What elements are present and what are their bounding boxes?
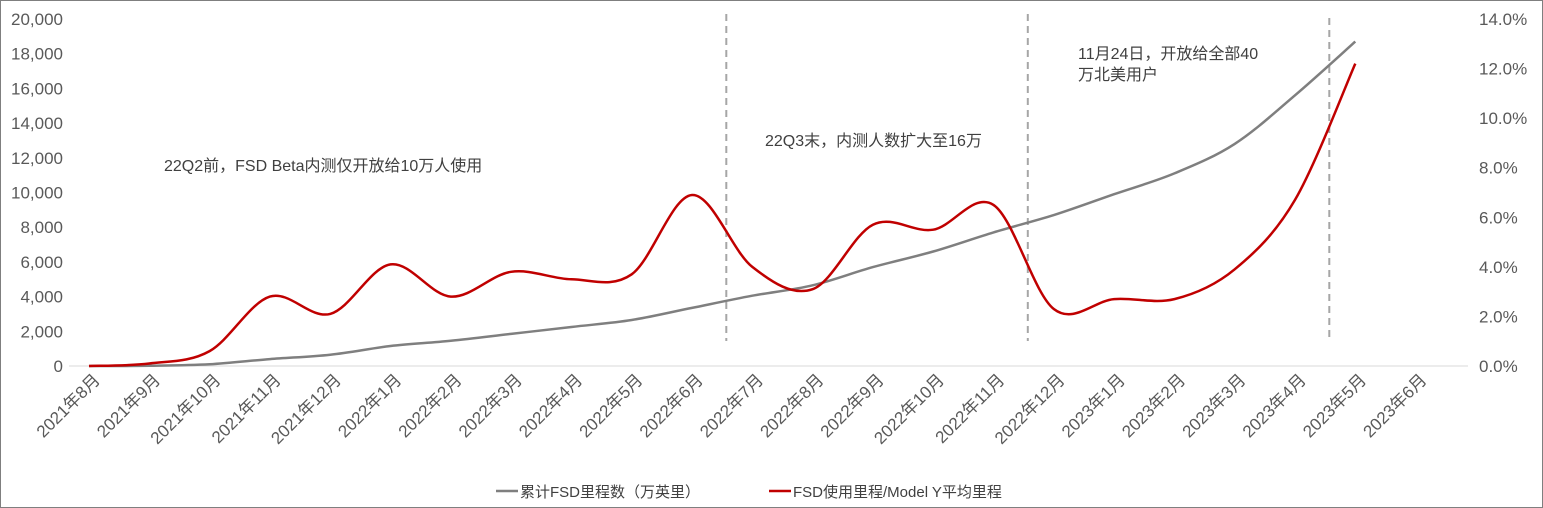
left-y-tick-label: 10,000	[11, 184, 63, 203]
annotation-line: 22Q2前，FSD Beta内测仅开放给10万人使用	[164, 157, 482, 175]
left-y-tick-label: 0	[54, 357, 63, 376]
x-tick-label: 2023年2月	[1118, 370, 1189, 441]
x-tick-label: 2023年1月	[1058, 370, 1129, 441]
right-y-tick-label: 2.0%	[1479, 307, 1518, 326]
x-tick-label: 2023年3月	[1179, 370, 1250, 441]
legend: 累计FSD里程数（万英里） FSD使用里程/Model Y平均里程	[496, 483, 1002, 501]
series-layer	[88, 40, 1357, 368]
cumulative-mileage-line	[88, 40, 1357, 368]
legend-label: 累计FSD里程数（万英里）	[520, 483, 700, 501]
right-y-tick-label: 14.0%	[1479, 10, 1527, 29]
divider-layer	[725, 14, 1331, 341]
left-y-tick-label: 12,000	[11, 149, 63, 168]
right-y-tick-label: 12.0%	[1479, 60, 1527, 79]
x-tick-label: 2022年3月	[455, 370, 526, 441]
annotation-line: 万北美用户	[1078, 66, 1158, 84]
left-y-tick-label: 8,000	[20, 218, 63, 237]
legend-label: FSD使用里程/Model Y平均里程	[793, 484, 1002, 501]
right-y-tick-label: 8.0%	[1479, 159, 1518, 178]
x-tick-label: 2023年5月	[1299, 370, 1370, 441]
x-tick-label: 2023年4月	[1239, 370, 1310, 441]
annotation-text: 22Q3末，内测人数扩大至16万	[765, 132, 982, 150]
right-y-tick-label: 0.0%	[1479, 357, 1518, 376]
right-y-tick-label: 10.0%	[1479, 109, 1527, 128]
left-y-tick-label: 2,000	[20, 322, 63, 341]
annotation-line: 22Q3末，内测人数扩大至16万	[765, 132, 982, 150]
left-y-tick-label: 18,000	[11, 45, 63, 64]
x-tick-label: 2021年8月	[33, 370, 104, 441]
left-y-tick-label: 4,000	[20, 288, 63, 307]
annotation-line: 11月24日，开放给全部40	[1078, 45, 1258, 63]
annotation-layer: 22Q2前，FSD Beta内测仅开放给10万人使用 22Q3末，内测人数扩大至1…	[164, 45, 1258, 175]
right-y-tick-label: 6.0%	[1479, 208, 1518, 227]
axes-layer: 0 2,000 4,000 6,000 8,000 10,000 12,000 14,000 1…	[11, 10, 1527, 448]
annotation-text: 22Q2前，FSD Beta内测仅开放给10万人使用	[164, 157, 482, 175]
x-tick-label: 2022年8月	[757, 370, 828, 441]
x-tick-label: 2023年6月	[1360, 370, 1431, 441]
x-tick-label: 2022年5月	[576, 370, 647, 441]
annotation-text: 11月24日，开放给全部40 万北美用户	[1078, 45, 1258, 84]
x-tick-label: 2022年4月	[515, 370, 586, 441]
right-y-tick-label: 4.0%	[1479, 258, 1518, 277]
left-y-tick-label: 20,000	[11, 10, 63, 29]
left-y-tick-label: 16,000	[11, 79, 63, 98]
x-tick-label: 2022年1月	[334, 370, 405, 441]
left-y-tick-label: 6,000	[20, 253, 63, 272]
usage-ratio-line	[88, 63, 1357, 368]
x-tick-label: 2022年7月	[696, 370, 767, 441]
x-tick-label: 2022年6月	[636, 370, 707, 441]
left-y-tick-label: 14,000	[11, 114, 63, 133]
x-tick-label: 2022年2月	[395, 370, 466, 441]
